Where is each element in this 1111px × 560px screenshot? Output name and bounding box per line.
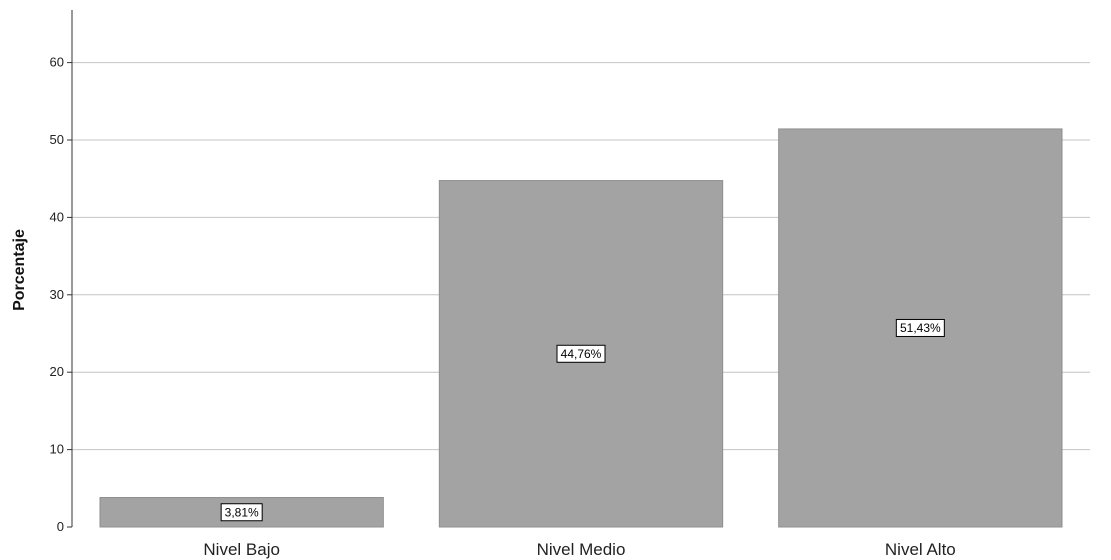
y-tick-labels: 0 10 20 30 40 50 60 (50, 55, 72, 534)
y-tick-label: 60 (50, 55, 64, 70)
y-axis-title: Porcentaje (11, 229, 28, 311)
data-label-box (895, 318, 945, 337)
x-category-label: Nivel Medio (537, 540, 626, 559)
data-labels: 3,81% 44,76% 51,43% (220, 318, 945, 522)
bar-nivel-bajo (99, 497, 384, 528)
x-category-label: Nivel Bajo (203, 540, 280, 559)
y-tick-label: 20 (50, 364, 64, 379)
x-category-label: Nivel Alto (885, 540, 956, 559)
data-label: 44,76% (561, 347, 602, 361)
y-tick-label: 0 (57, 519, 64, 534)
y-tick-label: 10 (50, 442, 64, 457)
y-tick-label: 40 (50, 209, 64, 224)
data-label: 51,43% (900, 321, 941, 335)
x-category-labels: Nivel Bajo Nivel Medio Nivel Alto (203, 540, 955, 559)
data-label: 3,81% (225, 505, 259, 519)
data-label-box (220, 503, 263, 522)
y-tick-label: 50 (50, 132, 64, 147)
data-label-box (556, 344, 606, 363)
y-tick-label: 30 (50, 287, 64, 302)
